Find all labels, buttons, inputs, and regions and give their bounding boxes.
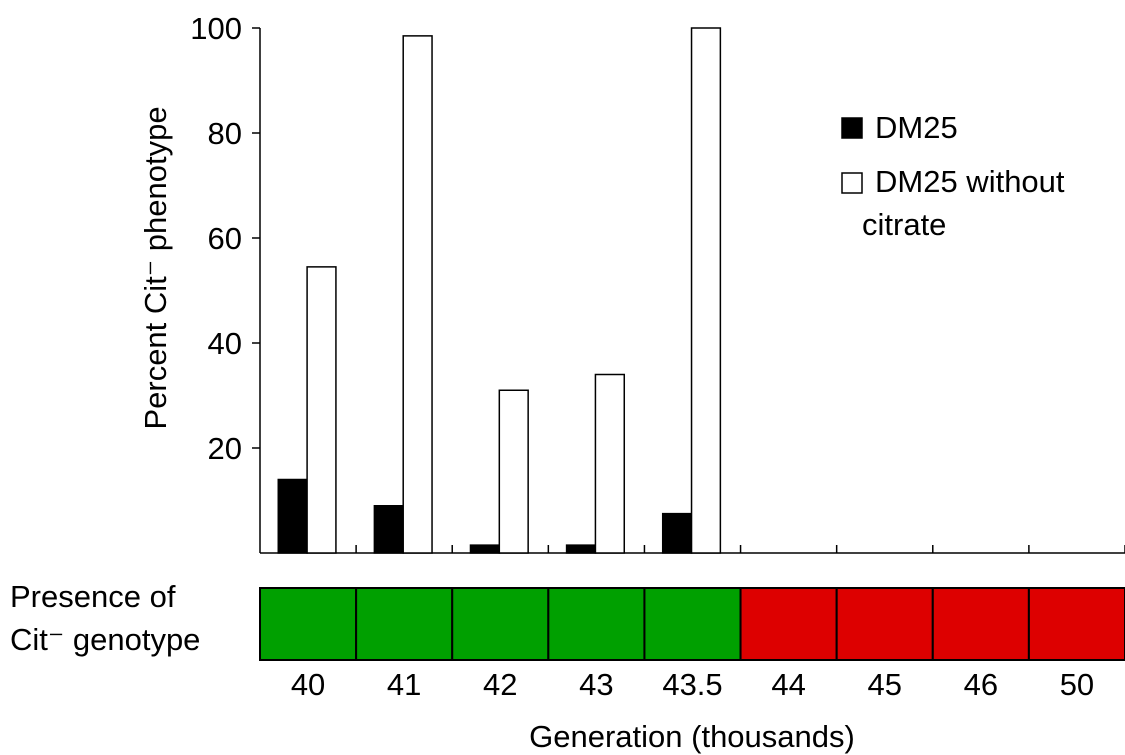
legend-swatch-dm25-without-citrate — [841, 172, 863, 194]
x-tick-label-43: 43 — [579, 667, 613, 702]
genotype-cell-40 — [259, 587, 358, 661]
legend: DM25 DM25 without citrate — [841, 110, 1065, 242]
x-tick-label-50: 50 — [1060, 667, 1094, 702]
genotype-cell-43.5 — [643, 587, 742, 661]
y-tick-label-60: 60 — [208, 221, 242, 256]
genotype-cell-43 — [547, 587, 646, 661]
legend-swatch-dm25 — [841, 117, 863, 139]
x-tick-label-45: 45 — [867, 667, 901, 702]
genotype-cell-42 — [451, 587, 550, 661]
genotype-cell-41 — [355, 587, 454, 661]
x-tick-labels: 40 41 42 43 43.5 44 45 46 50 — [291, 667, 1094, 702]
bar-dm25-without-citrate-40 — [306, 266, 337, 554]
bar-dm25-41 — [373, 505, 404, 554]
genotype-label-line1: Presence of — [10, 579, 176, 614]
y-tick-label-80: 80 — [208, 116, 242, 151]
bars — [277, 27, 722, 554]
genotype-track — [259, 587, 1125, 661]
legend-label-dm25: DM25 — [875, 110, 958, 145]
bar-dm25-without-citrate-41 — [402, 35, 433, 554]
y-tick-label-100: 100 — [190, 11, 242, 46]
x-tick-label-43.5: 43.5 — [662, 667, 722, 702]
genotype-cell-46 — [931, 587, 1030, 661]
x-tick-label-46: 46 — [964, 667, 998, 702]
x-tick-label-41: 41 — [387, 667, 421, 702]
genotype-label-line2: Cit⁻ genotype — [10, 622, 200, 657]
y-axis-label: Percent Cit⁻ phenotype — [138, 106, 173, 429]
bar-dm25-42 — [469, 544, 501, 554]
y-tick-label-20: 20 — [208, 431, 242, 466]
bar-dm25-without-citrate-43 — [594, 373, 626, 554]
x-tick-label-40: 40 — [291, 667, 325, 702]
legend-label-dm25-without-citrate-line1: DM25 without — [875, 164, 1065, 199]
y-tick-label-40: 40 — [208, 326, 242, 361]
legend-label-dm25-without-citrate-line2: citrate — [862, 207, 946, 242]
bar-dm25-40 — [277, 478, 308, 554]
x-tick-label-42: 42 — [483, 667, 517, 702]
x-tick-label-44: 44 — [771, 667, 805, 702]
genotype-cell-44 — [739, 587, 838, 661]
bar-dm25-without-citrate-42 — [498, 389, 529, 554]
x-axis-label: Generation (thousands) — [529, 719, 855, 754]
bar-dm25-43 — [565, 544, 597, 554]
bar-dm25-without-citrate-43.5 — [690, 27, 722, 554]
genotype-cell-50 — [1027, 587, 1125, 661]
genotype-cell-45 — [835, 587, 934, 661]
bar-dm25-43.5 — [661, 512, 693, 554]
